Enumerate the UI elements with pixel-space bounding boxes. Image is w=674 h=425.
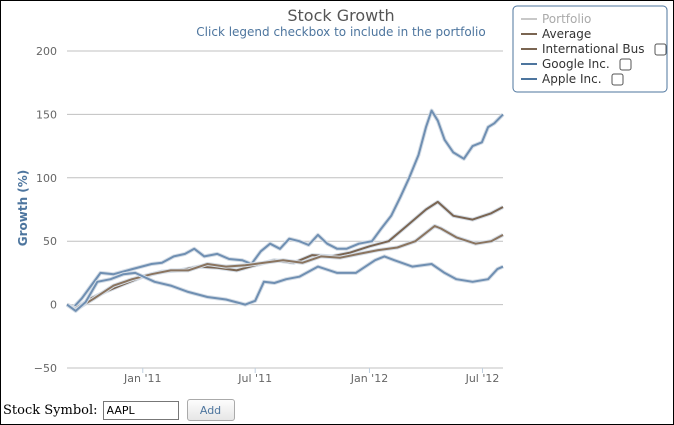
legend-label: Portfolio [542, 12, 591, 26]
series-shadow [66, 199, 504, 311]
y-tick-label: 0 [50, 299, 57, 312]
y-tick-label: 50 [43, 235, 57, 248]
series-line-2 [66, 200, 504, 310]
stock-growth-chart: Stock Growth Click legend checkbox to in… [16, 5, 668, 385]
chart-title: Stock Growth [287, 6, 394, 25]
series-lines [65, 108, 505, 313]
series-line-3 [66, 225, 504, 311]
y-tick-label: 150 [36, 108, 57, 121]
series-line-1 [66, 109, 504, 310]
add-stock-form: Stock Symbol: Add [3, 399, 235, 421]
chart-subtitle: Click legend checkbox to include in the … [196, 25, 485, 39]
legend-label: Google Inc. [542, 57, 610, 71]
y-tick-label: −50 [34, 362, 57, 375]
x-tick-label: Jan '12 [350, 372, 388, 385]
stock-symbol-label: Stock Symbol: [3, 402, 98, 418]
legend-checkbox[interactable] [611, 73, 624, 86]
x-tick-label: Jul '12 [465, 372, 500, 385]
y-tick-label: 100 [36, 172, 57, 185]
legend-label: International Bus [542, 42, 645, 56]
x-tick-label: Jan '11 [123, 372, 161, 385]
y-axis-ticks: 200 150 100 50 0 −50 [34, 45, 57, 375]
legend-checkbox[interactable] [619, 58, 632, 71]
x-tick-label: Jul '11 [237, 372, 272, 385]
y-axis-title: Growth (%) [16, 170, 30, 247]
series-line-4 [66, 255, 504, 312]
legend-label: Average [542, 27, 591, 41]
add-button[interactable]: Add [186, 399, 235, 421]
stock-symbol-input[interactable] [102, 400, 179, 420]
legend-label: Apple Inc. [542, 72, 602, 86]
gridlines [67, 50, 503, 369]
series-shadow [65, 254, 504, 313]
x-axis-ticks: Jan '11 Jul '11 Jan '12 Jul '12 [123, 368, 499, 385]
y-tick-label: 200 [36, 45, 57, 58]
legend-checkbox[interactable] [654, 43, 667, 56]
